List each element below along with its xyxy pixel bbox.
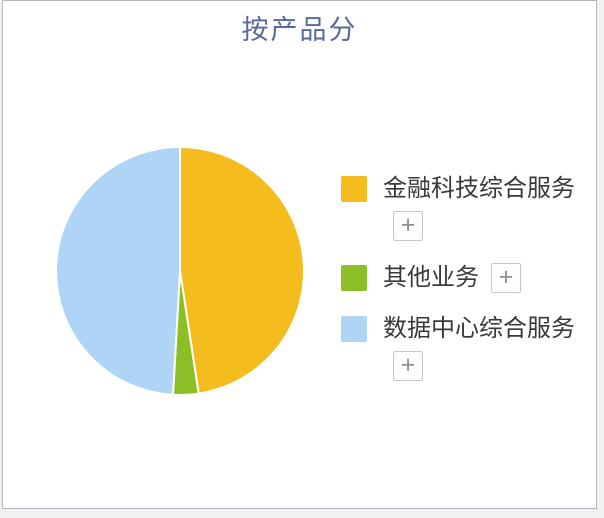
pie-slice-0[interactable] <box>179 146 305 395</box>
pie-svg <box>55 146 305 396</box>
legend: 金融科技综合服务 + 其他业务 + 数据中心综合服务 + <box>341 173 593 381</box>
legend-swatch-data-center <box>341 316 367 342</box>
expand-button-other-business[interactable]: + <box>491 263 521 293</box>
legend-item-financial-tech[interactable]: 金融科技综合服务 + <box>341 173 593 241</box>
legend-label-financial-tech[interactable]: 金融科技综合服务 <box>383 175 575 202</box>
pie-slice-2[interactable] <box>55 146 181 396</box>
legend-swatch-other-business <box>341 265 367 291</box>
legend-swatch-financial-tech <box>341 176 367 202</box>
expand-button-financial-tech[interactable]: + <box>393 211 423 241</box>
legend-item-data-center[interactable]: 数据中心综合服务 + <box>341 313 593 381</box>
expand-button-data-center[interactable]: + <box>393 351 423 381</box>
legend-item-other-business[interactable]: 其他业务 + <box>341 262 593 294</box>
chart-card: 按产品分 金融科技综合服务 + 其他业务 + 数据中心综合服务 + <box>2 0 597 509</box>
legend-label-other-business[interactable]: 其他业务 <box>383 264 479 291</box>
legend-label-data-center[interactable]: 数据中心综合服务 <box>383 315 575 342</box>
chart-title: 按产品分 <box>241 15 358 45</box>
pie-chart <box>55 146 305 396</box>
